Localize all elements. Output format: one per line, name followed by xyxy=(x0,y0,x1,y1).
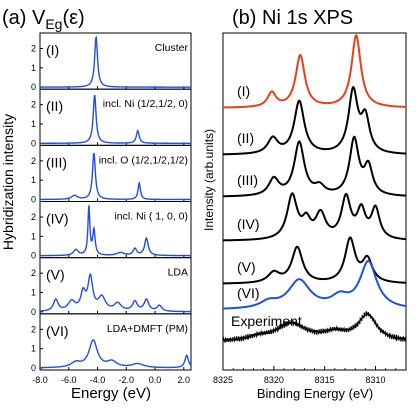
panel-II: 0 1 2 (II) incl. Ni (1/2,1/2, 0) xyxy=(31,88,192,148)
series-v: (V) xyxy=(222,236,407,285)
panel-annotation: incl. O (1/2,1/2,1/2) xyxy=(99,154,188,166)
y-tick-label: 0 xyxy=(31,251,36,261)
x-tick-label: -4.0 xyxy=(90,375,106,385)
y-tick-label: 0 xyxy=(31,195,36,205)
y-tick-label: 1 xyxy=(31,231,36,241)
series-label: (V) xyxy=(237,259,256,275)
panel-V: 0 1 2 (V) LDA xyxy=(31,257,192,317)
spectrum-line xyxy=(40,35,191,88)
chart-hybridization: (a) VEg(ε) Hybridization intensity Energ… xyxy=(0,7,192,402)
xps-line xyxy=(222,86,407,156)
xps-line xyxy=(222,192,407,242)
x-tick-label: 2.0 xyxy=(178,375,191,385)
panel-III: 0 1 2 (III) incl. O (1/2,1/2,1/2) xyxy=(31,144,192,205)
y-tick-label: 0 xyxy=(31,82,36,92)
panel-I: 0 1 2 (I) Cluster xyxy=(31,32,192,92)
y-tick-label: 0 xyxy=(31,363,36,373)
x-tick-label: -8.0 xyxy=(32,375,48,385)
spectrum-line xyxy=(39,204,191,257)
y-tick-label: 2 xyxy=(31,212,36,222)
panel-annotation: LDA+DMFT (PM) xyxy=(107,323,188,335)
series-label: Experiment xyxy=(231,313,302,329)
spectrum-line xyxy=(40,94,191,144)
series-vi: (VI) xyxy=(222,259,407,310)
y-tick-label: 1 xyxy=(31,63,36,73)
panel-label: (III) xyxy=(46,154,67,170)
panel-label: (IV) xyxy=(46,211,69,227)
panel-label: (II) xyxy=(46,98,63,114)
panel-annotation: incl. Ni ( 1, 0, 0) xyxy=(114,211,188,223)
series-label: (III) xyxy=(237,172,258,188)
y-tick-label: 2 xyxy=(31,100,36,110)
spectrum-line xyxy=(39,272,192,313)
chart-xps: (b) Ni 1s XPS Intensity (arb.units) Bind… xyxy=(202,7,407,401)
series-label: (I) xyxy=(237,83,250,99)
series-label: (IV) xyxy=(237,216,260,232)
y-tick-label: 2 xyxy=(31,268,36,278)
spectrum-line xyxy=(40,152,191,201)
chart-b-xlabel: Binding Energy (eV) xyxy=(257,386,373,401)
x-tick-label: 0.0 xyxy=(149,375,162,385)
y-tick-label: 0 xyxy=(31,138,36,148)
xps-line xyxy=(222,236,407,285)
y-tick-label: 1 xyxy=(31,344,36,354)
y-tick-label: 2 xyxy=(31,44,36,54)
x-tick-label: 8320 xyxy=(264,375,284,385)
xps-line xyxy=(222,33,407,109)
panel-annotation: Cluster xyxy=(155,42,189,54)
y-tick-label: 1 xyxy=(31,175,36,185)
y-tick-label: 1 xyxy=(31,288,36,298)
series-experiment: Experiment xyxy=(222,311,407,344)
series-label: (VI) xyxy=(237,285,260,301)
chart-b-title: (b) Ni 1s XPS xyxy=(232,7,353,29)
panel-label: (I) xyxy=(46,42,59,58)
chart-a-xlabel: Energy (eV) xyxy=(71,385,151,402)
panel-frame xyxy=(39,313,192,371)
panel-label: (VI) xyxy=(46,323,69,339)
x-tick-label: 8310 xyxy=(365,375,385,385)
xps-line xyxy=(222,311,407,344)
x-tick-label: -6.0 xyxy=(61,375,77,385)
panel-IV: 0 1 2 (IV) incl. Ni ( 1, 0, 0) xyxy=(31,201,192,261)
y-tick-label: 2 xyxy=(31,156,36,166)
chart-a-title: (a) VEg(ε) xyxy=(2,7,85,32)
series-ii: (II) xyxy=(222,86,407,156)
panel-annotation: incl. Ni (1/2,1/2, 0) xyxy=(103,98,188,110)
x-tick-label: 8325 xyxy=(213,375,233,385)
y-tick-label: 1 xyxy=(31,119,36,129)
x-tick-label: 8315 xyxy=(315,375,335,385)
chart-a-ylabel: Hybridization intensity xyxy=(0,114,16,250)
spectrum-line xyxy=(39,339,192,369)
xps-line xyxy=(222,135,407,198)
chart-b-ylabel: Intensity (arb.units) xyxy=(202,129,216,231)
y-tick-label: 2 xyxy=(31,324,36,334)
xps-line xyxy=(222,259,407,310)
series-iii: (III) xyxy=(222,135,407,198)
panel-annotation: LDA xyxy=(168,267,188,279)
series-i: (I) xyxy=(222,33,407,109)
panel-VI: 0 1 2 (VI) LDA+DMFT (PM) xyxy=(31,313,192,373)
x-tick-label: -2.0 xyxy=(119,375,135,385)
y-tick-label: 0 xyxy=(31,307,36,317)
series-iv: (IV) xyxy=(222,192,407,242)
series-label: (II) xyxy=(237,130,254,146)
panel-label: (V) xyxy=(46,267,65,283)
